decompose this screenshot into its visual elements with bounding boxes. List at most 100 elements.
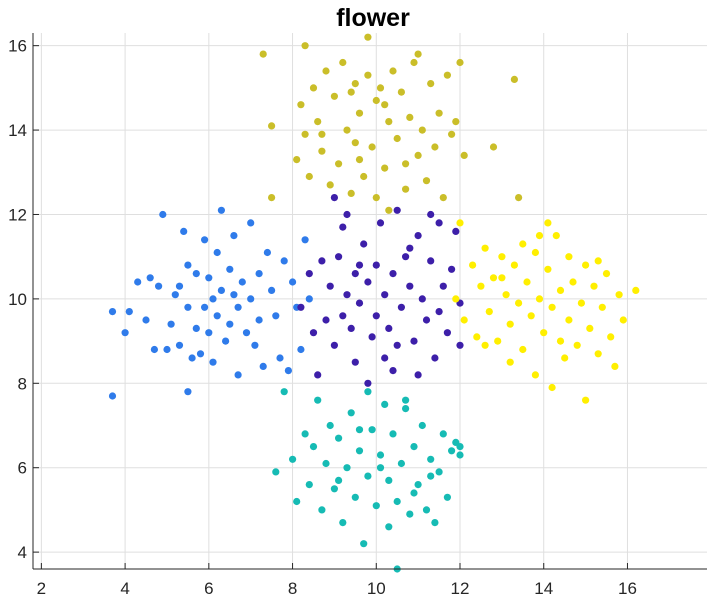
data-point-cluster-1: [230, 291, 238, 299]
data-point-cluster-2: [456, 341, 464, 349]
data-point-cluster-3: [347, 189, 355, 197]
data-point-cluster-3: [422, 177, 431, 185]
data-point-cluster-2: [330, 341, 338, 349]
data-point-cluster-5: [351, 493, 359, 501]
data-point-cluster-1: [142, 316, 150, 324]
data-point-cluster-1: [217, 206, 225, 214]
data-point-cluster-3: [335, 160, 343, 168]
data-point-cluster-2: [381, 354, 389, 362]
data-point-cluster-2: [343, 210, 351, 219]
data-point-cluster-1: [209, 358, 217, 366]
data-point-cluster-3: [376, 84, 385, 92]
data-point-cluster-4: [489, 274, 498, 282]
x-tick-label: 14: [534, 579, 553, 598]
data-point-cluster-3: [385, 118, 393, 126]
data-point-cluster-1: [108, 308, 117, 316]
data-point-cluster-5: [360, 540, 368, 548]
data-point-cluster-4: [619, 316, 627, 324]
data-point-cluster-2: [389, 270, 397, 278]
data-point-cluster-1: [201, 236, 209, 244]
data-point-cluster-4: [544, 219, 552, 227]
data-point-cluster-2: [309, 329, 318, 337]
data-point-cluster-5: [372, 502, 380, 510]
data-point-cluster-4: [502, 291, 510, 299]
data-point-cluster-2: [305, 270, 313, 278]
data-point-cluster-1: [167, 320, 175, 328]
data-point-cluster-2: [330, 194, 338, 202]
data-point-cluster-1: [276, 354, 284, 362]
data-point-cluster-4: [586, 324, 594, 332]
data-point-cluster-2: [335, 253, 343, 261]
data-point-cluster-1: [184, 388, 192, 396]
data-point-cluster-5: [314, 396, 322, 404]
data-point-cluster-5: [289, 455, 297, 463]
data-point-cluster-3: [301, 42, 309, 50]
data-point-cluster-1: [180, 227, 188, 235]
data-point-cluster-1: [280, 257, 288, 265]
data-point-cluster-5: [272, 468, 280, 476]
data-points: [108, 33, 640, 573]
data-point-cluster-5: [418, 421, 426, 430]
data-point-cluster-4: [481, 244, 489, 252]
x-tick-label: 8: [288, 579, 297, 598]
data-point-cluster-4: [611, 362, 619, 370]
data-point-cluster-4: [535, 232, 544, 240]
data-point-cluster-2: [376, 219, 385, 227]
data-point-cluster-4: [531, 248, 540, 257]
data-point-cluster-4: [594, 350, 602, 358]
data-point-cluster-4: [485, 308, 493, 316]
data-point-cluster-4: [548, 303, 556, 311]
data-point-cluster-3: [355, 156, 364, 164]
data-point-cluster-5: [368, 426, 376, 434]
data-point-cluster-1: [242, 329, 251, 337]
data-point-cluster-2: [410, 337, 418, 345]
data-point-cluster-3: [402, 160, 410, 168]
data-point-cluster-3: [330, 92, 338, 100]
data-point-cluster-2: [347, 324, 355, 332]
data-point-cluster-5: [376, 451, 385, 459]
data-point-cluster-1: [259, 362, 267, 370]
chart-title: flower: [336, 4, 410, 32]
data-point-cluster-1: [192, 270, 200, 278]
data-point-cluster-4: [481, 341, 489, 349]
data-point-cluster-4: [460, 316, 468, 324]
data-point-cluster-4: [556, 337, 565, 345]
data-point-cluster-5: [406, 510, 414, 518]
data-point-cluster-1: [268, 286, 276, 294]
data-point-cluster-3: [318, 147, 326, 155]
data-point-cluster-2: [422, 316, 431, 324]
data-point-cluster-2: [355, 261, 364, 269]
data-point-cluster-1: [121, 329, 129, 337]
data-point-cluster-1: [289, 278, 297, 286]
data-point-cluster-4: [573, 341, 581, 349]
data-point-cluster-4: [565, 253, 573, 261]
data-point-cluster-4: [569, 278, 577, 286]
data-point-cluster-5: [335, 476, 343, 484]
data-point-cluster-3: [268, 122, 276, 130]
data-point-cluster-4: [506, 358, 514, 366]
data-point-cluster-4: [544, 265, 552, 273]
data-point-cluster-1: [255, 270, 263, 278]
data-point-cluster-5: [389, 430, 397, 438]
data-point-cluster-5: [427, 472, 435, 480]
data-point-cluster-5: [376, 464, 385, 472]
data-point-cluster-1: [134, 278, 142, 286]
y-tick-label: 10: [8, 290, 27, 309]
data-point-cluster-4: [452, 295, 460, 303]
data-point-cluster-3: [410, 58, 418, 67]
data-point-cluster-3: [305, 172, 313, 181]
data-point-cluster-1: [184, 261, 192, 269]
data-point-cluster-3: [510, 75, 518, 83]
data-point-cluster-5: [322, 459, 330, 468]
data-point-cluster-1: [209, 295, 217, 303]
data-point-cluster-3: [322, 67, 330, 75]
axes: [32, 33, 707, 570]
data-point-cluster-1: [247, 295, 255, 303]
data-point-cluster-4: [531, 371, 540, 379]
data-point-cluster-1: [217, 286, 225, 294]
data-point-cluster-1: [205, 274, 213, 282]
data-point-cluster-3: [364, 71, 372, 79]
data-point-cluster-3: [435, 109, 443, 117]
